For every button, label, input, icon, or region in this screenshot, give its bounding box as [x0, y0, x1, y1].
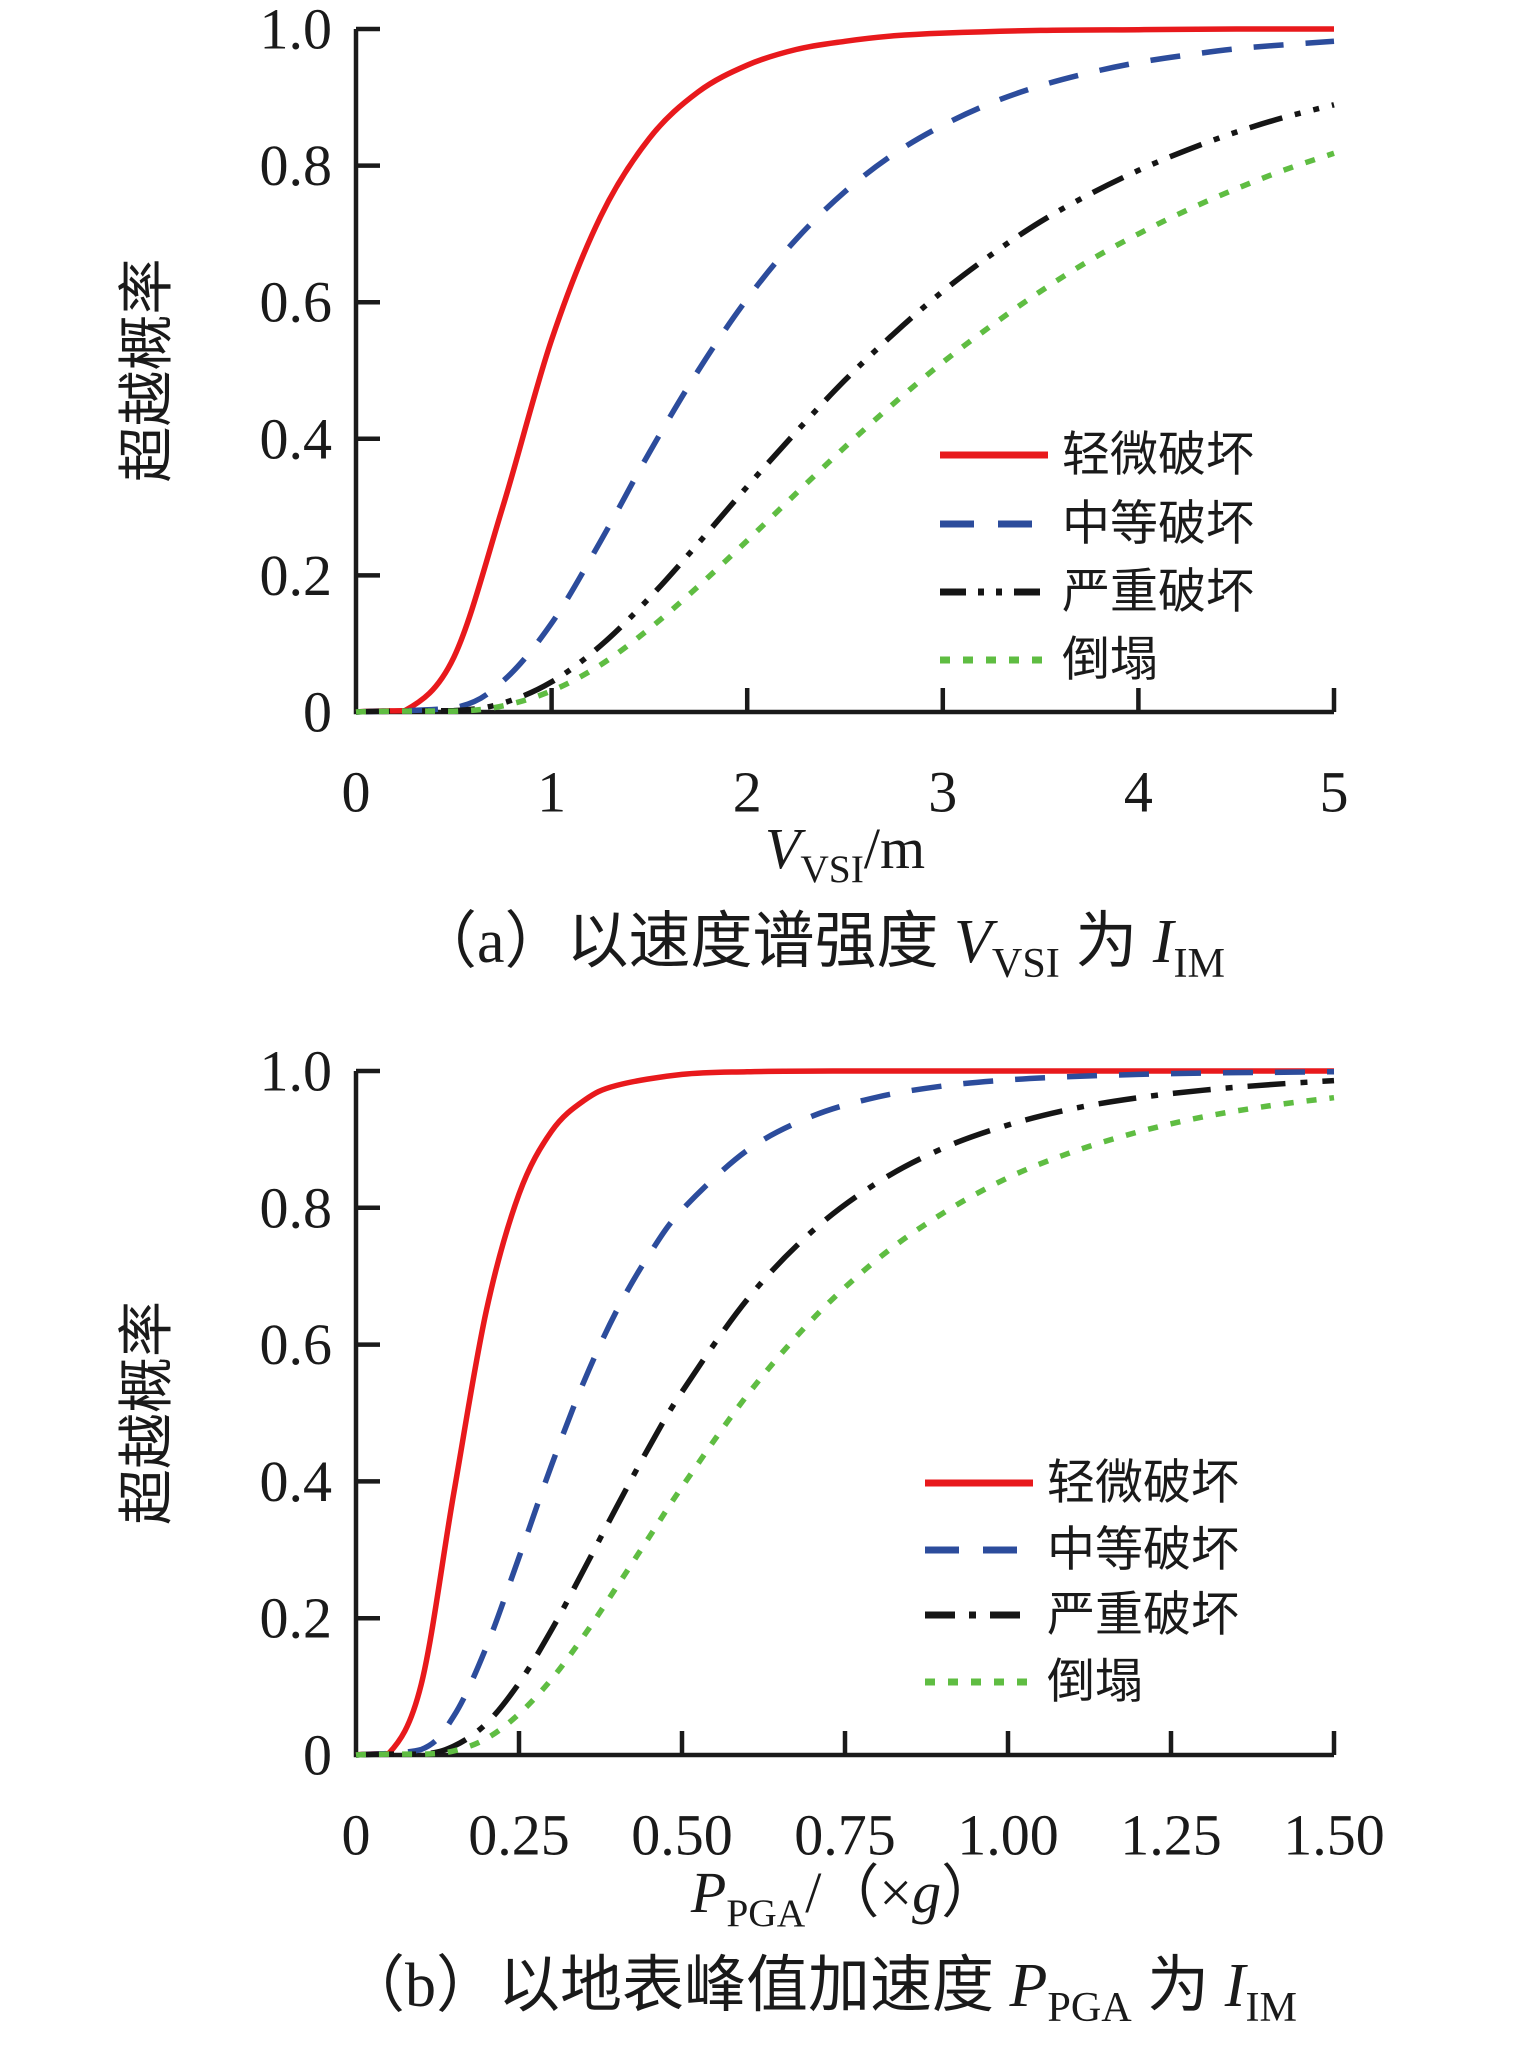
- y-tick-label: 1.0: [260, 0, 333, 62]
- y-tick-label: 0.8: [260, 1175, 333, 1240]
- y-tick-label: 0.6: [260, 270, 333, 335]
- x-tick-label: 1: [537, 760, 566, 825]
- y-tick-label: 0: [303, 680, 332, 745]
- legend-label-slight: 轻微破坏: [1047, 1457, 1239, 1510]
- curve-slight: [355, 26, 1334, 715]
- y-tick-label: 0: [303, 1723, 332, 1788]
- curve-severe: [355, 1077, 1335, 1758]
- panel-caption: （b）以地表峰值加速度 PPGA 为 IIM: [343, 1952, 1297, 2031]
- y-tick-label: 0.2: [260, 543, 333, 608]
- chart-b-fragility-pga: 00.20.40.60.81.00 0.25 0.50 0.75 1.00 1.25 1.5…: [117, 1050, 1385, 2031]
- curve-collapse: [355, 1094, 1335, 1758]
- y-axis-title: 超越概率: [117, 259, 179, 483]
- legend-label-collapse: 倒塌: [1062, 634, 1158, 687]
- curve-moderate: [355, 38, 1335, 715]
- legend-label-moderate: 中等破坏: [1062, 498, 1254, 551]
- x-tick-label: 3: [928, 760, 957, 825]
- x-tick-label: 4: [1124, 760, 1153, 825]
- y-tick-label: 0.6: [260, 1312, 333, 1377]
- y-tick-label: 0.4: [260, 406, 333, 471]
- x-tick-label: 1.00: [957, 1803, 1059, 1868]
- x-axis-title: PPGA/（×g）: [690, 1860, 999, 1935]
- plot-axes: [353, 1071, 1334, 1758]
- x-axis-title: VVSI/m: [765, 816, 925, 891]
- x-tick-label: 1.25: [1120, 1803, 1222, 1868]
- legend-label-slight: 轻微破坏: [1062, 429, 1254, 482]
- curve-moderate: [355, 1068, 1335, 1758]
- x-tick-label: 1.50: [1283, 1803, 1385, 1868]
- y-tick-label: 0.4: [260, 1449, 333, 1514]
- legend-label-severe: 严重破坏: [1062, 566, 1254, 619]
- y-axis-title: 超越概率: [117, 1301, 179, 1525]
- x-tick-label: 0.75: [794, 1803, 896, 1868]
- legend-label-collapse: 倒塌: [1047, 1656, 1143, 1709]
- panel-caption: （a）以速度谱强度 VVSI 为 IIM: [415, 908, 1225, 987]
- curve-slight: [355, 1068, 1334, 1758]
- x-tick-label: 0: [342, 760, 371, 825]
- x-tick-label: 0.50: [631, 1803, 733, 1868]
- x-tick-label: 5: [1320, 760, 1349, 825]
- y-tick-label: 1.0: [260, 1050, 333, 1104]
- x-tick-label: 0.25: [468, 1803, 570, 1868]
- y-tick-label: 0.8: [260, 133, 333, 198]
- chart-a-fragility-vsi: 0 0.2 0.4 0.6 0.8 1.0 0 1 2 3 4 5 超越概率 VVSI/m （a）以速度谱强…: [117, 0, 1349, 987]
- legend-label-moderate: 中等破坏: [1047, 1524, 1239, 1577]
- y-tick-label: 0.2: [260, 1586, 333, 1651]
- legend-label-severe: 严重破坏: [1047, 1589, 1239, 1642]
- x-tick-label: 0: [342, 1803, 371, 1868]
- x-tick-label: 2: [733, 760, 762, 825]
- curve-severe: [355, 102, 1335, 715]
